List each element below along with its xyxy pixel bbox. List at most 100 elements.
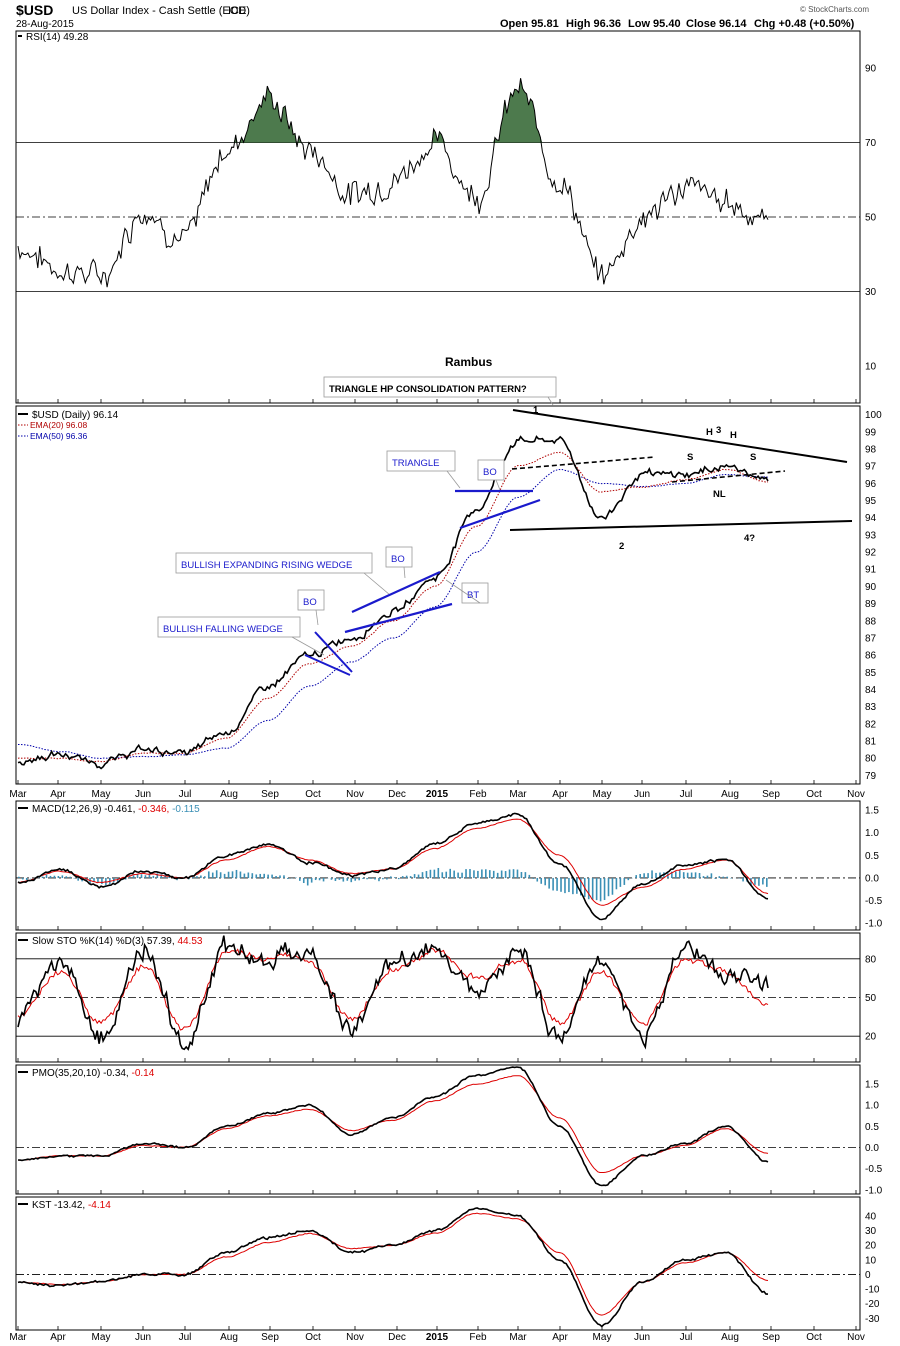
macd-histogram-bar: [259, 873, 262, 879]
y-tick-label: 90: [865, 582, 877, 593]
macd-histogram-bar: [659, 872, 661, 879]
annotation-triangle-box: [386, 450, 456, 472]
macd-histogram-bar: [65, 876, 68, 879]
macd-histogram-bar: [433, 869, 436, 879]
ema20-line: [17, 451, 769, 763]
pmo-legend: PMO(35,20,10) -0.34, -0.14: [32, 1068, 155, 1079]
macd-histogram-bar: [156, 873, 159, 879]
macd-histogram-bar: [690, 872, 693, 879]
x-tick-label: Apr: [552, 1332, 568, 1343]
y-tick-label: 1.5: [865, 806, 879, 817]
macd-histogram-bar: [682, 872, 685, 879]
y-tick-label: 0.0: [865, 1143, 879, 1154]
trendline-wedge-upper: [351, 570, 441, 614]
label-nl: NL: [713, 489, 726, 500]
pmo-signal-line: [18, 1075, 769, 1173]
macd-histogram-bar: [192, 876, 194, 879]
macd-histogram-bar: [750, 877, 752, 886]
macd-histogram-bar: [342, 877, 345, 882]
macd-histogram-bar: [168, 875, 170, 879]
y-tick-label: 80: [865, 954, 877, 965]
macd-histogram-bar: [211, 872, 214, 879]
macd-histogram-bar: [481, 869, 483, 879]
watermark: © StockCharts.com: [800, 5, 869, 14]
x-tick-label: Mar: [9, 1332, 27, 1343]
y-tick-label: 93: [865, 530, 877, 541]
macd-histogram-bar: [21, 877, 24, 880]
macd-histogram-bar: [283, 875, 285, 879]
macd-histogram-bar: [362, 877, 364, 879]
macd-histogram-bar: [639, 873, 641, 879]
macd-histogram-bar: [235, 869, 238, 879]
header-date: 28-Aug-2015: [16, 19, 74, 30]
macd-histogram-bar: [73, 877, 76, 879]
macd-histogram-bar: [401, 876, 404, 879]
kst-main-line: [17, 1207, 768, 1328]
x-tick-label: Feb: [469, 789, 487, 800]
y-tick-label: -20: [865, 1299, 880, 1310]
header-name: US Dollar Index - Cash Settle (EOD): [72, 5, 250, 17]
macd-histogram-bar: [413, 874, 416, 879]
x-tick-label: Dec: [388, 789, 406, 800]
x-tick-label: Apr: [50, 1332, 66, 1343]
x-tick-label: May: [593, 1332, 612, 1343]
macd-histogram-bar: [409, 876, 412, 879]
x-tick-label: Jul: [680, 1332, 693, 1343]
macd-histogram-bar: [144, 875, 147, 879]
macd-histogram-bar: [532, 877, 535, 879]
annotation-bo-2-pointer: [403, 566, 406, 579]
kst-legend-signal: -4.14: [88, 1200, 111, 1211]
macd-histogram-bar: [492, 870, 495, 879]
macd-histogram-bar: [536, 877, 539, 882]
sto-legend-main: Slow STO %K(14) %D(3) 57.39,: [32, 936, 177, 947]
point-4: 4?: [744, 533, 755, 544]
macd-histogram-bar: [540, 877, 543, 884]
y-tick-label: 89: [865, 599, 877, 610]
macd-histogram-bar: [397, 877, 400, 880]
macd-histogram-bar: [568, 877, 570, 893]
header-close: Close 96.14: [686, 18, 747, 30]
x-tick-label: Nov: [346, 1332, 364, 1343]
macd-histogram-bar: [504, 871, 507, 879]
x-tick-label: Mar: [9, 789, 27, 800]
x-tick-label: 2015: [426, 1332, 449, 1343]
pmo-legend-main: PMO(35,20,10) -0.34,: [32, 1068, 132, 1079]
y-tick-label: -10: [865, 1285, 880, 1296]
annotation-bo-3-pointer: [315, 609, 319, 626]
annotation-falling-wedge-pointer: [291, 636, 325, 656]
y-tick-label: 90: [865, 64, 877, 75]
macd-histogram-bar: [500, 870, 503, 879]
y-tick-label: 30: [865, 1226, 877, 1237]
x-tick-label: Nov: [847, 789, 865, 800]
annotation-bo-2-box: [385, 546, 413, 568]
macd-histogram-bar: [393, 877, 396, 879]
kst-legend-main: KST -13.42,: [32, 1200, 88, 1211]
macd-histogram-bar: [41, 876, 44, 879]
point-3: 3: [716, 425, 721, 436]
macd-histogram-bar: [116, 877, 119, 884]
macd-histogram-bar: [615, 877, 618, 890]
y-tick-label: 50: [865, 993, 877, 1004]
macd-histogram-bar: [457, 872, 459, 879]
macd-histogram-bar: [374, 877, 376, 880]
x-tick-label: Oct: [305, 789, 321, 800]
y-tick-label: -0.5: [865, 896, 883, 907]
macd-histogram-bar: [667, 873, 669, 879]
trendline-hp-bottom: [509, 520, 853, 531]
x-tick-label: Nov: [346, 789, 364, 800]
macd-histogram-bar: [485, 869, 487, 879]
y-tick-label: 1.0: [865, 828, 879, 839]
macd-histogram-bar: [758, 877, 760, 886]
macd-histogram-bar: [425, 871, 428, 879]
macd-histogram-bar: [706, 875, 709, 879]
pmo-panel: 1.5 1.0 0.5 0.0 -0.5 -1.0 PMO(35,20,10) -0.34,…: [15, 1064, 883, 1196]
header-exchange: ICE: [228, 5, 246, 17]
macd-main-line: [17, 812, 769, 921]
header-chg: Chg +0.48 (+0.50%): [754, 18, 855, 30]
macd-histogram-bar: [204, 876, 206, 879]
y-tick-label: 94: [865, 513, 877, 524]
annotation-bo-2: BO: [391, 554, 405, 565]
macd-histogram-bar: [152, 875, 155, 879]
macd-histogram-bar: [548, 877, 550, 889]
rsi-line: [17, 78, 769, 288]
